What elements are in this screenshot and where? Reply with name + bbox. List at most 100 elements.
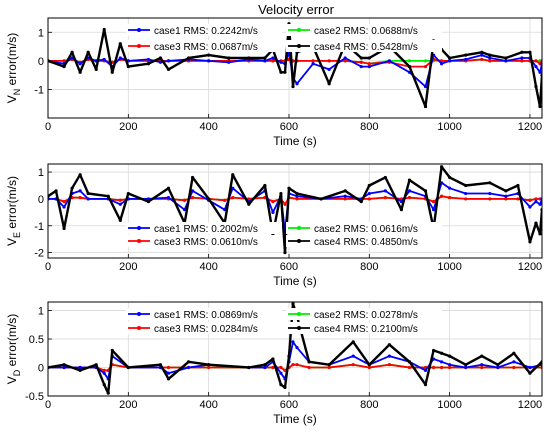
data-point-case1 [431, 208, 436, 212]
data-point-case1 [367, 64, 371, 69]
data-point-case1 [343, 194, 347, 198]
data-point-case1 [538, 202, 542, 206]
legend-entry-case4: case4 RMS: 0.2100m/s [286, 322, 442, 335]
data-point-case3 [383, 195, 387, 200]
data-point-case4 [186, 360, 191, 364]
x-tick-label: 600 [280, 261, 298, 273]
data-point-case1 [423, 368, 428, 372]
data-point-case1 [383, 189, 387, 193]
data-point-case3 [448, 365, 452, 370]
legend-label: case4 RMS: 0.2100m/s [314, 324, 418, 335]
data-point-case3 [480, 57, 484, 62]
data-point-case4 [351, 340, 355, 344]
data-point-case4 [106, 194, 110, 198]
x-axis-label: Time (s) [273, 134, 317, 148]
legend-label: case4 RMS: 0.4850m/s [314, 237, 418, 248]
data-point-case4 [78, 70, 82, 74]
data-point-case4 [227, 56, 231, 60]
data-point-case4 [383, 175, 387, 180]
data-point-case3 [291, 363, 295, 367]
data-point-case4 [359, 56, 363, 60]
data-point-case4 [126, 64, 130, 69]
data-point-case3 [223, 198, 227, 202]
data-point-case1 [166, 59, 171, 63]
data-point-case1 [102, 57, 106, 62]
panel-2: 0 200 400 600 800 1000 1200 -2 -1 0 1 Time (s) VE er… [5, 163, 543, 288]
x-tick-label: 1000 [437, 399, 461, 411]
legend-entry-case4: case4 RMS: 0.5428m/s [286, 40, 442, 53]
data-point-case4 [327, 363, 331, 367]
data-point-case4 [126, 365, 130, 370]
data-point-case3 [343, 59, 347, 63]
data-point-case1 [359, 64, 363, 69]
legend-entry-case1: case1 RMS: 0.2002m/s [126, 222, 282, 235]
data-point-case3 [512, 365, 516, 370]
legend-marker [297, 28, 301, 32]
data-point-case1 [158, 60, 163, 64]
data-point-case1 [439, 360, 444, 364]
x-tick-label: 1000 [437, 121, 461, 133]
data-point-case4 [110, 70, 114, 74]
data-point-case3 [190, 195, 195, 200]
data-point-case2 [407, 59, 412, 63]
data-point-case1 [227, 60, 231, 64]
series-line-case3 [48, 195, 542, 206]
data-point-case1 [504, 194, 508, 198]
legend-marker [137, 326, 141, 330]
data-point-case3 [367, 197, 371, 201]
data-point-case1 [78, 365, 82, 370]
data-point-case3 [247, 197, 251, 201]
data-point-case4 [367, 363, 371, 367]
y-axis-label: VN error(m/s) [5, 33, 22, 104]
legend-entry-case2: case2 RMS: 0.0616m/s [286, 222, 442, 235]
data-point-case1 [295, 82, 299, 86]
data-point-case1 [263, 365, 267, 370]
data-point-case4 [448, 56, 452, 60]
data-point-case4 [86, 50, 90, 54]
data-point-case2 [423, 59, 428, 63]
data-point-case3 [231, 195, 235, 200]
data-point-case1 [407, 189, 412, 193]
data-point-case4 [528, 371, 532, 375]
data-point-case4 [464, 363, 468, 367]
data-point-case3 [516, 197, 520, 201]
data-point-case1 [387, 354, 391, 358]
data-point-case4 [247, 56, 251, 60]
data-point-case4 [54, 189, 58, 193]
data-point-case1 [423, 84, 428, 89]
data-point-case4 [190, 175, 195, 180]
data-point-case1 [367, 191, 371, 196]
x-tick-label: 400 [199, 399, 217, 411]
data-point-case4 [291, 84, 295, 89]
data-point-case1 [295, 345, 299, 350]
data-point-case4 [118, 42, 122, 46]
legend-entry-background [126, 308, 282, 320]
data-point-case4 [158, 363, 163, 367]
legend-marker [137, 226, 141, 230]
data-point-case4 [279, 383, 283, 387]
data-point-case1 [186, 365, 191, 370]
data-point-case4 [207, 53, 211, 57]
x-tick-label: 400 [199, 121, 217, 133]
data-point-case4 [247, 202, 251, 206]
data-point-case4 [102, 27, 106, 32]
data-point-case1 [263, 59, 267, 63]
data-point-case1 [295, 194, 299, 198]
y-tick-label: 1 [38, 27, 44, 39]
x-tick-label: 800 [360, 261, 378, 273]
data-point-case4 [423, 383, 428, 387]
data-point-case4 [70, 50, 74, 54]
data-point-case1 [538, 70, 542, 74]
data-point-case3 [367, 62, 371, 66]
data-point-case4 [407, 178, 412, 182]
data-point-case4 [271, 357, 275, 361]
data-point-case3 [62, 200, 66, 204]
data-point-case4 [528, 50, 532, 54]
legend-label: case1 RMS: 0.0869m/s [154, 310, 258, 321]
legend-marker [137, 44, 141, 48]
data-point-case3 [207, 365, 211, 370]
data-point-case1 [231, 186, 235, 190]
x-tick-label: 1200 [518, 121, 542, 133]
y-axis-label-subscript: N [12, 89, 22, 96]
